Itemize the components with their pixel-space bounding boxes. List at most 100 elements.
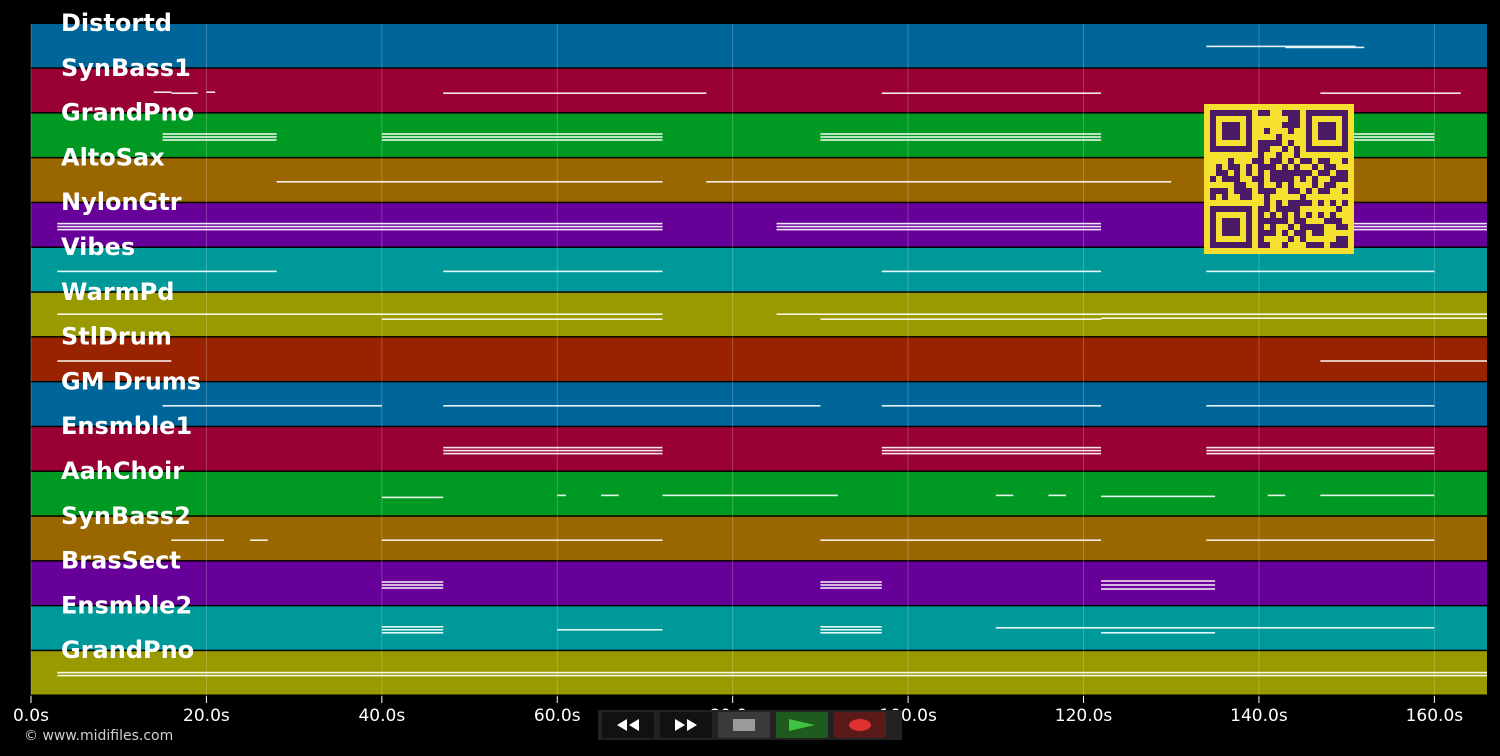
note	[1101, 584, 1216, 586]
tick-label: 40.0s	[358, 706, 405, 726]
track-lane	[31, 427, 1487, 471]
note	[820, 629, 882, 631]
track-label: NylonGtr	[61, 188, 182, 216]
rewind-button[interactable]	[602, 712, 654, 738]
note	[443, 449, 663, 452]
track-label: StlDrum	[61, 323, 172, 351]
note	[995, 494, 1014, 497]
note	[1206, 452, 1435, 455]
note	[381, 139, 663, 141]
note	[171, 92, 198, 94]
note	[1206, 446, 1435, 449]
transport-bar	[598, 710, 902, 740]
note	[820, 539, 1102, 541]
note	[1258, 222, 1487, 225]
track-lane	[31, 472, 1487, 516]
note	[57, 225, 663, 228]
note	[57, 671, 1488, 674]
tick-label: 120.0s	[1055, 706, 1113, 726]
record-icon	[849, 719, 871, 731]
note	[995, 627, 1435, 629]
note	[1320, 360, 1487, 362]
note	[381, 629, 444, 631]
note	[1206, 405, 1435, 407]
note	[57, 313, 663, 315]
note	[820, 133, 1102, 135]
track-label: GM Drums	[61, 367, 201, 395]
note	[153, 91, 172, 93]
note	[381, 632, 444, 634]
note	[1337, 133, 1435, 135]
note	[381, 584, 444, 586]
note	[1206, 270, 1435, 273]
note	[1320, 494, 1435, 497]
track-label: Ensmble1	[61, 412, 192, 440]
note	[162, 139, 277, 141]
note	[1101, 580, 1216, 582]
track-lane	[31, 337, 1487, 381]
note	[881, 452, 1102, 455]
note	[1267, 494, 1286, 497]
tick-label: 140.0s	[1230, 706, 1288, 726]
track-label: Vibes	[61, 233, 135, 261]
note	[381, 136, 663, 138]
note	[820, 584, 882, 586]
fast-forward-icon	[675, 719, 697, 731]
note	[1206, 539, 1435, 541]
note	[820, 318, 1102, 320]
qr-code-icon	[1204, 104, 1354, 254]
note	[881, 270, 1102, 273]
note	[820, 587, 882, 589]
note	[250, 539, 268, 541]
stop-icon	[733, 719, 755, 731]
note	[443, 270, 663, 273]
note	[881, 92, 1102, 94]
note	[1101, 632, 1216, 634]
stop-button[interactable]	[718, 712, 770, 738]
note	[776, 228, 1102, 231]
note	[206, 91, 216, 93]
track-label: WarmPd	[61, 278, 174, 306]
note	[381, 133, 663, 135]
note	[776, 222, 1102, 225]
note	[171, 539, 224, 541]
track-label: AahChoir	[61, 457, 184, 485]
tick-label: 20.0s	[183, 706, 230, 726]
tick-label: 0.0s	[13, 706, 49, 726]
record-button[interactable]	[834, 712, 886, 738]
fast-forward-button[interactable]	[660, 712, 712, 738]
note	[1337, 139, 1435, 141]
note	[443, 92, 707, 94]
track-label: SynBass1	[61, 54, 191, 82]
note	[162, 133, 277, 135]
rewind-icon	[617, 719, 639, 731]
track-label: BrasSect	[61, 547, 181, 575]
note	[820, 136, 1102, 138]
note	[381, 496, 444, 499]
note	[57, 228, 663, 231]
note	[601, 494, 619, 497]
note	[820, 626, 882, 628]
note	[276, 181, 663, 183]
note	[443, 452, 663, 455]
note	[381, 539, 663, 541]
note	[443, 446, 663, 449]
copyright-text: © www.midifiles.com	[24, 728, 174, 744]
note	[1320, 92, 1461, 94]
note	[162, 405, 382, 407]
note	[57, 270, 277, 273]
note	[776, 225, 1102, 228]
play-button[interactable]	[776, 712, 828, 738]
note	[557, 629, 663, 631]
note	[1206, 45, 1356, 48]
note	[381, 581, 444, 583]
tick-label: 160.0s	[1406, 706, 1464, 726]
track-lane	[31, 248, 1487, 292]
note	[1258, 228, 1487, 231]
note	[820, 632, 882, 634]
track-lane	[31, 382, 1487, 426]
note	[1101, 588, 1216, 590]
note	[1285, 46, 1365, 49]
note	[557, 494, 567, 497]
track-label: Ensmble2	[61, 591, 192, 619]
